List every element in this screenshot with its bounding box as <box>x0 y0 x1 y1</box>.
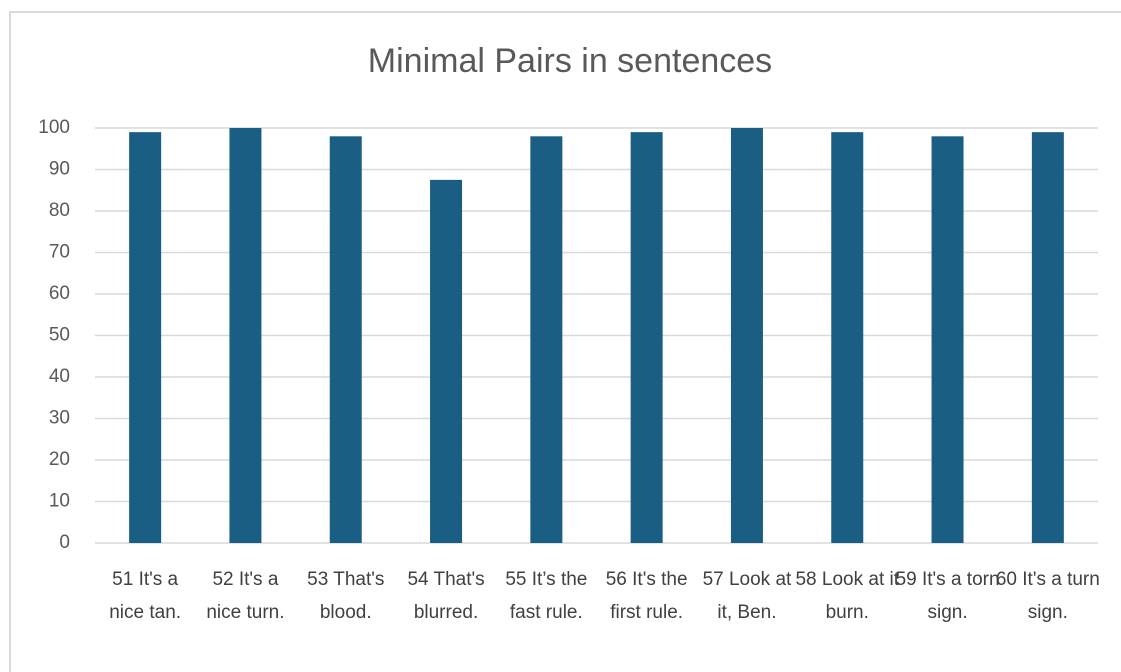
y-tick-label: 90 <box>49 159 70 180</box>
y-tick-label: 10 <box>49 491 70 512</box>
bar <box>329 136 362 544</box>
y-tick-label: 30 <box>49 408 70 429</box>
bar <box>831 132 864 543</box>
bar <box>630 132 663 543</box>
x-tick-label: 51 It's a nice tan. <box>109 569 182 623</box>
x-tick-label: 57 Look at it, Ben. <box>702 569 792 623</box>
x-tick-label: 52 It's a nice turn. <box>206 569 285 623</box>
bar <box>1031 132 1064 543</box>
y-tick-label: 40 <box>49 366 70 387</box>
y-tick-label: 20 <box>49 449 70 470</box>
x-tick-label: 54 That's blurred. <box>407 569 485 623</box>
bar <box>430 179 463 543</box>
x-tick-label: 58 Look at it burn. <box>795 569 900 623</box>
x-tick-label: 60 It's a turn sign. <box>995 569 1100 623</box>
bar <box>229 128 262 543</box>
x-tick-label: 59 It's a torn sign. <box>895 569 1000 623</box>
chart-title: Minimal Pairs in sentences <box>368 42 772 80</box>
bar <box>730 128 763 543</box>
x-tick-label: 55 It’s the fast rule. <box>505 569 588 623</box>
bar <box>931 136 964 544</box>
y-tick-label: 70 <box>49 242 70 263</box>
y-tick-label: 50 <box>49 325 70 346</box>
bar <box>530 136 563 544</box>
x-tick-label: 56 It's the first rule. <box>605 569 688 623</box>
y-tick-label: 100 <box>38 117 70 138</box>
y-tick-label: 0 <box>59 532 70 553</box>
y-tick-label: 60 <box>49 283 70 304</box>
x-tick-label: 53 That's blood. <box>307 569 385 623</box>
y-tick-label: 80 <box>49 200 70 221</box>
bar <box>129 132 162 543</box>
